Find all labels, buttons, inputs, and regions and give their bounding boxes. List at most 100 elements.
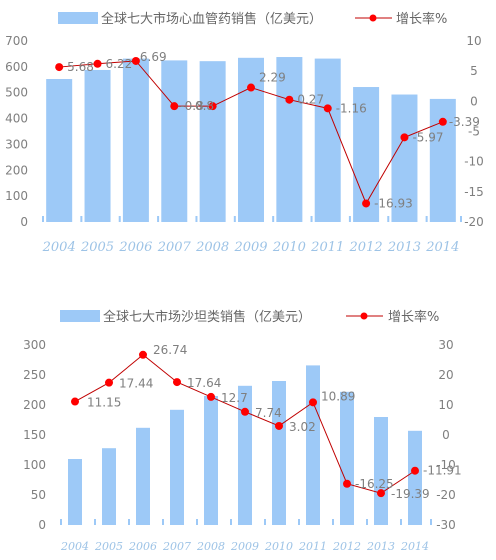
bar-2013 [391, 94, 418, 222]
bar-2013 [374, 417, 388, 525]
growth-label-2008: 12.7 [221, 391, 248, 405]
chart-sartan-sales: 全球七大市场沙坦类销售（亿美元） 增长率% 050100150200250300… [23, 309, 462, 553]
growth-point-2010 [285, 95, 294, 104]
left-tick-label: 300 [23, 338, 46, 352]
right-tick-label: 30 [438, 338, 453, 352]
category-tick [162, 519, 164, 525]
category-tick [366, 519, 368, 525]
growth-line-series [71, 350, 419, 498]
left-tick-label: 150 [23, 428, 46, 442]
category-tick [460, 216, 462, 222]
growth-point-2009 [241, 407, 249, 416]
category-tick [400, 519, 402, 525]
category-tick [196, 519, 198, 525]
category-tick [195, 216, 198, 222]
bar-2010 [272, 381, 286, 525]
right-tick-label: 0 [442, 428, 450, 442]
category-label-2005: 2005 [80, 240, 114, 255]
bar-2007 [170, 409, 184, 525]
growth-point-2006 [131, 56, 140, 65]
legend: 全球七大市场沙坦类销售（亿美元） 增长率% [60, 309, 439, 325]
category-label-2004: 2004 [60, 540, 89, 553]
category-label-2008: 2008 [196, 540, 225, 553]
growth-point-2011 [309, 398, 317, 407]
growth-point-2004 [55, 63, 64, 72]
left-tick-label: 250 [23, 368, 46, 382]
category-tick [298, 519, 300, 525]
growth-label-2008: -0.8 [191, 99, 214, 113]
growth-point-2008 [208, 102, 217, 111]
category-label-2010: 2010 [272, 240, 306, 255]
bar-2006 [136, 427, 150, 525]
category-label-2013: 2013 [366, 540, 395, 553]
category-axis [42, 216, 462, 222]
category-label-2013: 2013 [387, 240, 421, 255]
right-axis-ticks: -30 -20 -10 0 10 20 30 [436, 338, 456, 532]
left-tick-label: 200 [23, 398, 46, 412]
category-tick [387, 216, 390, 222]
category-tick [310, 216, 313, 222]
category-tick [42, 216, 44, 222]
category-tick [118, 216, 121, 222]
category-label-2006: 2006 [118, 240, 152, 255]
right-tick-label: -5 [468, 125, 480, 139]
legend-bar-label: 全球七大市场心血管药销售（亿美元） [101, 11, 322, 27]
category-tick [60, 519, 62, 525]
category-tick [230, 519, 232, 525]
growth-label-2013: -19.39 [391, 487, 430, 501]
category-tick [157, 216, 160, 222]
legend-line-marker [360, 312, 368, 320]
bar-2014 [408, 430, 422, 525]
category-label-2011: 2011 [310, 240, 344, 255]
growth-label-2009: 7.74 [255, 406, 282, 420]
legend-bar-swatch [60, 310, 100, 322]
category-labels: 2004 2005 2006 2007 2008 2009 2010 2011 2012 2013… [60, 540, 429, 553]
category-tick [80, 216, 83, 222]
legend-bar-swatch [58, 12, 98, 24]
growth-line-series [55, 56, 447, 208]
legend-line-marker [369, 14, 377, 22]
bar-2004 [46, 79, 73, 222]
bar-2012 [340, 391, 354, 525]
category-tick [233, 216, 236, 222]
bar-2009 [238, 385, 252, 525]
legend: 全球七大市场心血管药销售（亿美元） 增长率% [58, 11, 447, 27]
growth-label-2004: 5.68 [67, 60, 94, 74]
bar-2008 [199, 61, 226, 222]
category-label-2009: 2009 [233, 240, 267, 255]
category-label-2004: 2004 [42, 240, 76, 255]
growth-point-2007 [173, 378, 181, 387]
growth-label-2007: 17.64 [187, 376, 221, 390]
category-axis [60, 519, 432, 525]
left-tick-label: 400 [5, 112, 28, 126]
legend-bar-label: 全球七大市场沙坦类销售（亿美元） [103, 309, 311, 325]
growth-label-2007: -0.8 [180, 99, 203, 113]
left-tick-label: 50 [31, 488, 46, 502]
category-label-2005: 2005 [94, 540, 123, 553]
growth-label-2005: 17.44 [119, 377, 153, 391]
growth-point-2005 [105, 378, 113, 387]
category-labels: 2004 2005 2006 2007 2008 2009 2010 2011 2012 2013… [42, 240, 460, 255]
growth-point-2006 [139, 350, 147, 359]
category-tick [128, 519, 130, 525]
growth-label-2006: 26.74 [153, 343, 187, 357]
left-tick-label: 100 [23, 458, 46, 472]
left-tick-label: 700 [5, 34, 28, 48]
left-tick-label: 0 [38, 518, 46, 532]
right-tick-label: 5 [470, 64, 478, 78]
growth-point-2008 [207, 392, 215, 401]
right-tick-label: 10 [466, 34, 481, 48]
bar-2008 [204, 396, 218, 525]
category-tick [430, 519, 432, 525]
growth-label-2010: 0.27 [297, 93, 324, 107]
left-tick-label: 600 [5, 60, 28, 74]
category-tick [94, 519, 96, 525]
category-label-2014: 2014 [425, 240, 459, 255]
bar-2006 [122, 58, 149, 222]
left-tick-label: 100 [5, 189, 28, 203]
bar-2011 [314, 58, 341, 222]
growth-point-2005 [93, 59, 102, 68]
left-tick-label: 300 [5, 137, 28, 151]
right-axis-ticks: -20 -15 -10 -5 0 5 10 [464, 34, 484, 229]
